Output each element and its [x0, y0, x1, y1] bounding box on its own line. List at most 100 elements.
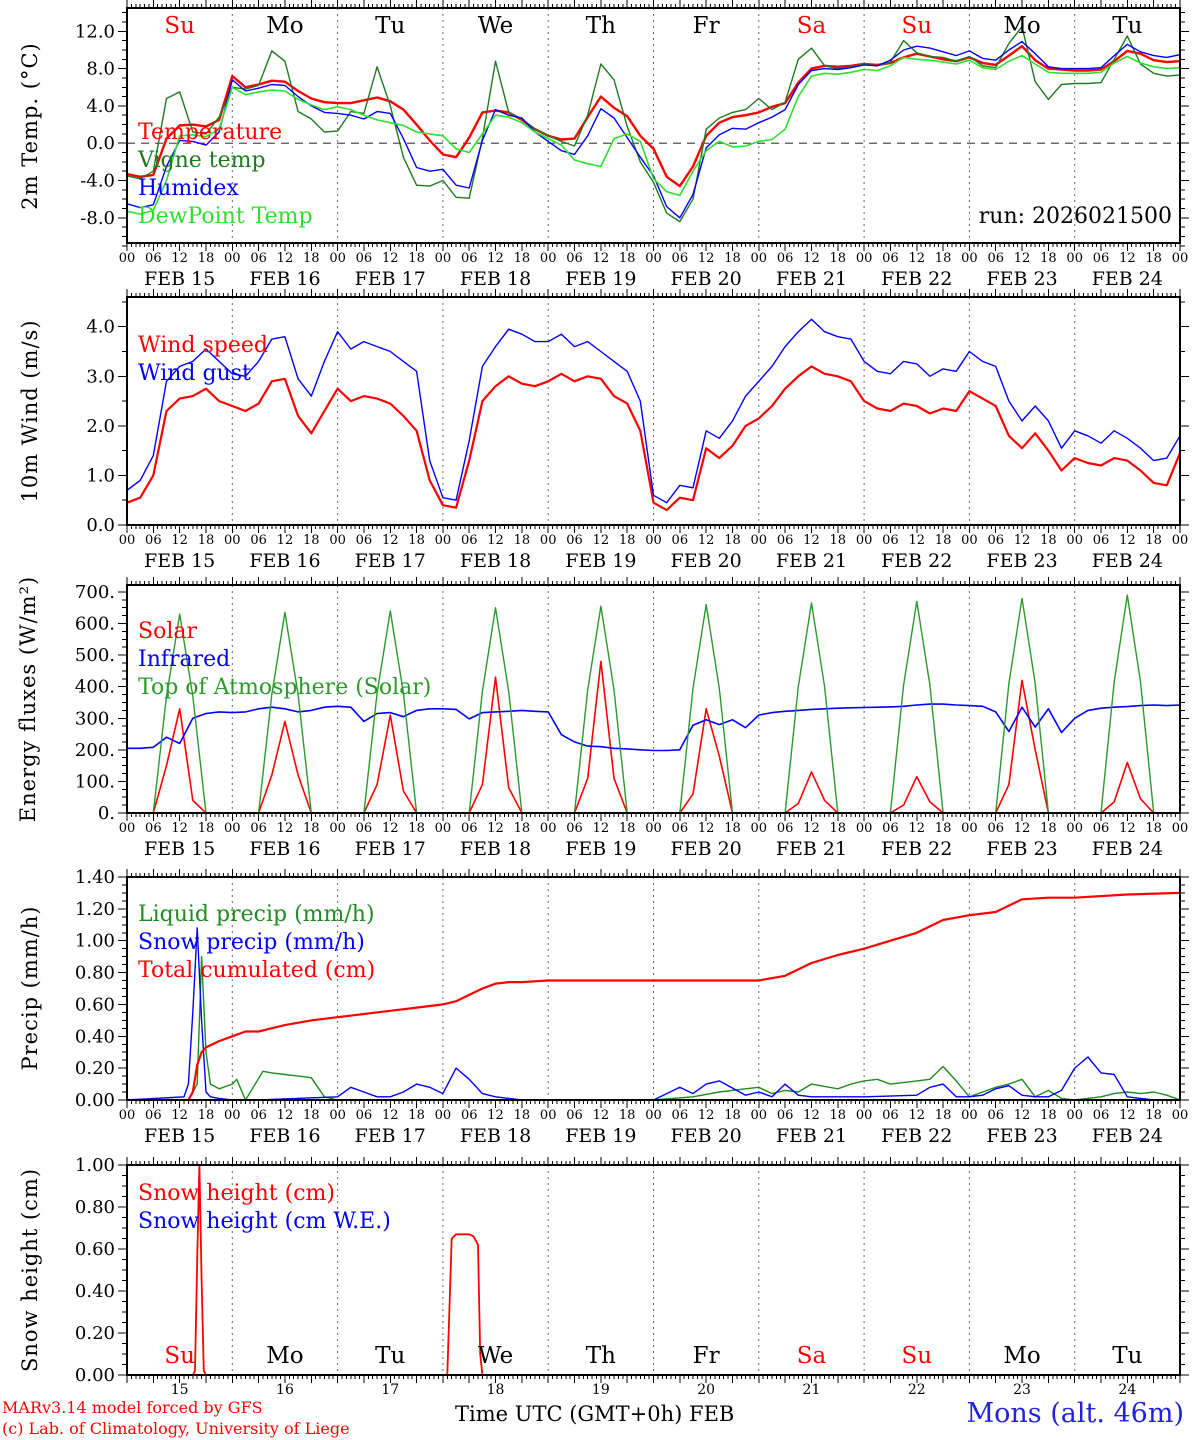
hour-label: 12 [1119, 821, 1136, 836]
hour-label: 18 [1040, 251, 1057, 266]
y-tick-label: 0.20 [75, 1323, 115, 1344]
model-credit-line1: MARv3.14 model forced by GFS [2, 1398, 263, 1417]
y-ticks [118, 12, 1189, 247]
hour-label: 12 [593, 251, 610, 266]
y-tick-label: 300. [75, 708, 115, 729]
y-tick-label: 500. [75, 645, 115, 666]
day-name-label: Th [586, 1343, 616, 1369]
hour-label: 12 [803, 821, 820, 836]
date-label: FEB 19 [565, 838, 636, 860]
series-vigne-temp [127, 26, 1180, 223]
y-tick-label: 0.20 [75, 1058, 115, 1079]
date-label: FEB 19 [565, 1125, 636, 1147]
legend-item-total-cumulated: Total cumulated (cm) [138, 958, 376, 983]
date-label: FEB 20 [671, 838, 742, 860]
hour-label: 00 [1172, 821, 1189, 836]
hour-label: 18 [830, 251, 847, 266]
y-tick-label: 2.0 [86, 416, 115, 437]
y-tick-label: 0.0 [86, 515, 115, 536]
date-label: FEB 16 [249, 838, 320, 860]
y-tick-label: 8.0 [86, 59, 115, 80]
date-label: FEB 21 [776, 550, 847, 572]
y-ticks [118, 591, 1189, 814]
hour-label: 18 [1040, 1108, 1057, 1123]
y-tick-label: 4.0 [86, 317, 115, 338]
hour-label: 18 [303, 251, 320, 266]
y-tick-label: 700. [75, 582, 115, 603]
day-number-label: 15 [171, 1382, 189, 1398]
legend-item-snow-height-we: Snow height (cm W.E.) [138, 1209, 391, 1234]
hour-label: 00 [751, 821, 768, 836]
hour-label: 00 [1066, 251, 1083, 266]
hour-label: 00 [224, 1108, 241, 1123]
model-run-label: run: 2026021500 [978, 204, 1172, 229]
hour-label: 18 [303, 821, 320, 836]
day-name-label: Mo [266, 13, 303, 39]
y-axis-title-precip: Precip (mm/h) [18, 905, 42, 1071]
hour-label: 00 [645, 533, 662, 548]
day-name-label: Sa [797, 1343, 827, 1369]
hour-label: 00 [645, 821, 662, 836]
hour-label: 12 [1119, 251, 1136, 266]
panel-0: -8.0 -4.0 0.0 4.0 8.0 12.0 00 06 12 18 FEB 15 00 06 1… [75, 0, 1189, 290]
hour-label: 06 [250, 821, 267, 836]
date-label: FEB 15 [144, 838, 215, 860]
hour-label: 06 [566, 1108, 583, 1123]
hour-label: 18 [1145, 251, 1162, 266]
hour-label: 18 [198, 533, 215, 548]
legend-item-wind-speed: Wind speed [138, 333, 269, 358]
hour-label: 12 [908, 251, 925, 266]
date-label: FEB 15 [144, 268, 215, 290]
day-number-label: 17 [381, 1382, 399, 1398]
date-label: FEB 19 [565, 268, 636, 290]
hour-label: 12 [171, 251, 188, 266]
hour-label: 12 [1014, 821, 1031, 836]
y-ticks [118, 876, 1189, 1101]
legend-item-vigne-temp: Vigne temp [138, 148, 266, 173]
hour-label: 12 [277, 1108, 294, 1123]
hour-label: 06 [987, 821, 1004, 836]
y-tick-label: 0.40 [75, 1026, 115, 1047]
hour-label: 12 [171, 1108, 188, 1123]
hour-label: 06 [250, 1108, 267, 1123]
hour-label: 00 [540, 1108, 557, 1123]
hour-label: 06 [250, 251, 267, 266]
date-label: FEB 23 [986, 268, 1057, 290]
date-label: FEB 22 [881, 838, 952, 860]
hour-label: 06 [1093, 821, 1110, 836]
hour-label: 12 [277, 821, 294, 836]
hour-label: 18 [198, 1108, 215, 1123]
y-tick-label: 0. [98, 803, 115, 824]
y-ticks [118, 1164, 1189, 1376]
series-dewpoint-temp [127, 54, 1180, 215]
day-name-label: Fr [693, 1343, 720, 1369]
date-label: FEB 18 [460, 838, 531, 860]
y-tick-label: 0.60 [75, 1239, 115, 1260]
hour-label: 06 [250, 533, 267, 548]
hour-label: 06 [566, 821, 583, 836]
hour-label: 06 [356, 821, 373, 836]
hour-label: 06 [672, 251, 689, 266]
day-name-label: We [478, 13, 513, 39]
day-name-label: We [478, 1343, 513, 1369]
hour-label: 18 [830, 533, 847, 548]
hour-label: 12 [382, 251, 399, 266]
hour-label: 12 [487, 821, 504, 836]
hour-label: 00 [119, 821, 136, 836]
hour-label: 06 [1093, 1108, 1110, 1123]
hour-label: 06 [1093, 533, 1110, 548]
hour-label: 06 [987, 1108, 1004, 1123]
x-ticks [126, 289, 1181, 533]
hour-label: 00 [435, 821, 452, 836]
hour-label: 00 [1172, 533, 1189, 548]
hour-label: 12 [908, 821, 925, 836]
hour-label: 18 [724, 251, 741, 266]
hour-label: 18 [514, 1108, 531, 1123]
hour-label: 18 [198, 251, 215, 266]
legend-item-snow-height: Snow height (cm) [138, 1181, 335, 1206]
hour-label: 06 [145, 1108, 162, 1123]
hour-label: 00 [329, 821, 346, 836]
legend-energy-panel: Solar Infrared Top of Atmosphere (Solar) [138, 618, 431, 702]
legend-item-liquid-precip: Liquid precip (mm/h) [138, 902, 375, 927]
hour-label: 06 [145, 251, 162, 266]
